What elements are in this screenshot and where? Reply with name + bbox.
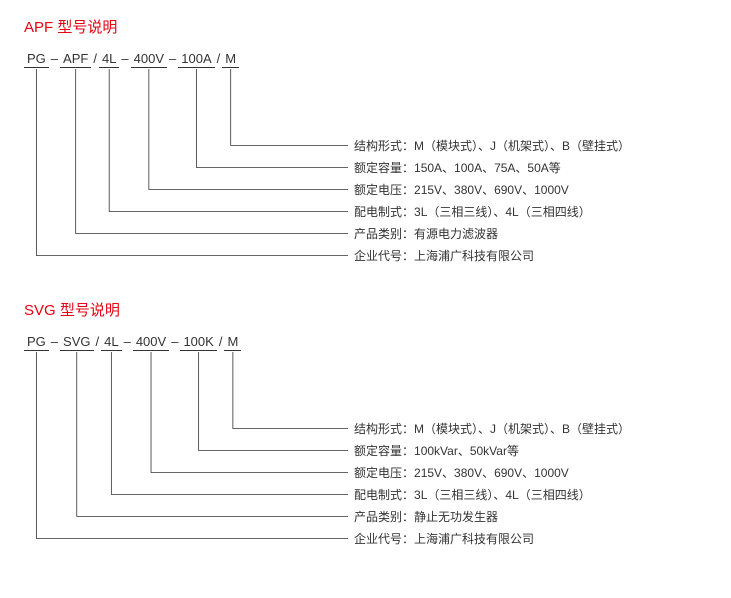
section-title: SVG 型号说明 [24, 299, 707, 320]
section-title: APF 型号说明 [24, 16, 707, 37]
bracket-lines [24, 51, 724, 271]
model-spec-section: APF 型号说明 PG–APF/4L–400V–100A/M结构形式：M（模块式）… [24, 16, 707, 271]
diagram: PG–SVG/4L–400V–100K/M结构形式：M（模块式）、J（机架式）、… [24, 334, 707, 554]
model-spec-section: SVG 型号说明 PG–SVG/4L–400V–100K/M结构形式：M（模块式）… [24, 299, 707, 554]
bracket-lines [24, 334, 724, 554]
diagram: PG–APF/4L–400V–100A/M结构形式：M（模块式）、J（机架式）、… [24, 51, 707, 271]
